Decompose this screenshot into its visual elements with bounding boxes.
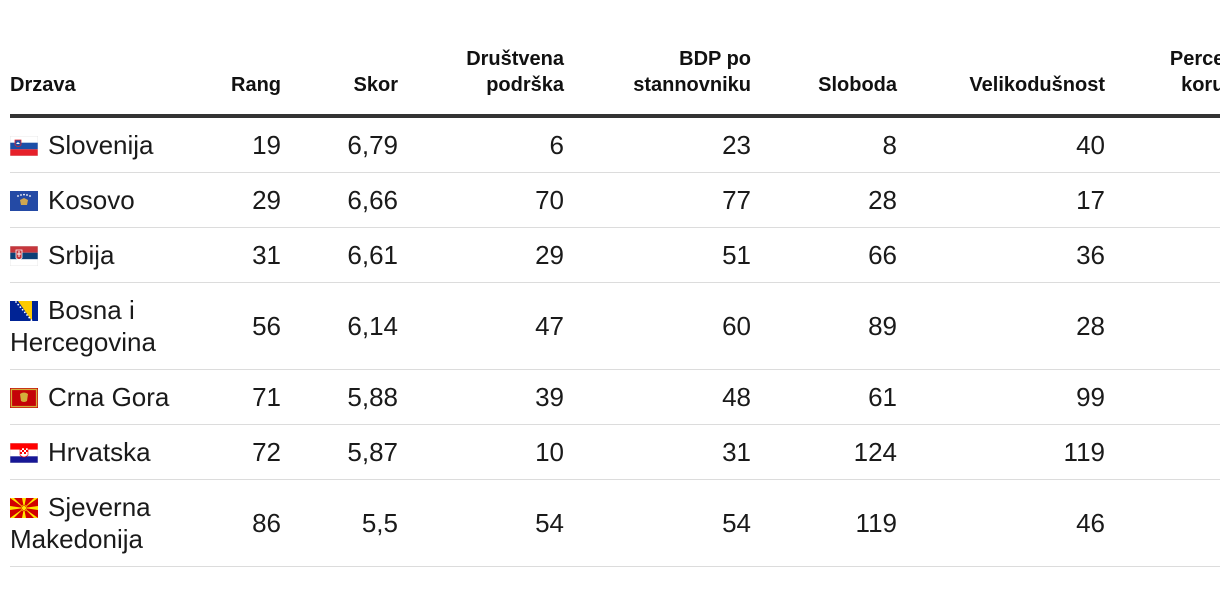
generosity-cell: 28 <box>1076 311 1105 341</box>
corruption-cell <box>1105 116 1220 173</box>
rank-cell: 72 <box>252 437 281 467</box>
freedom-cell: 28 <box>868 185 897 215</box>
croatia-flag-icon <box>10 443 38 463</box>
bosnia-flag-icon <box>10 301 38 321</box>
social-support-cell: 29 <box>535 240 564 270</box>
slovenia-flag-icon <box>10 136 38 156</box>
header-social-support[interactable]: Društvena podrška <box>466 48 564 96</box>
generosity-cell: 17 <box>1076 185 1105 215</box>
corruption-cell <box>1105 283 1220 370</box>
freedom-cell: 124 <box>853 437 897 467</box>
table-row: Kosovo 29 6,66 70 77 28 17 <box>10 173 1220 228</box>
social-support-cell: 70 <box>535 185 564 215</box>
social-support-cell: 54 <box>535 508 564 538</box>
corruption-cell <box>1105 173 1220 228</box>
table-row: Sjeverna Makedonija 86 5,5 54 54 119 46 <box>10 480 1220 567</box>
generosity-cell: 36 <box>1076 240 1105 270</box>
gdp-cell: 23 <box>722 130 751 160</box>
country-cell: Crna Gora <box>10 370 170 425</box>
generosity-cell: 40 <box>1076 130 1105 160</box>
country-cell: Kosovo <box>10 173 170 228</box>
country-name: Hrvatska <box>48 437 151 467</box>
freedom-cell: 89 <box>868 311 897 341</box>
gdp-cell: 77 <box>722 185 751 215</box>
score-cell: 5,5 <box>361 508 398 538</box>
table-row: Slovenija 19 6,79 6 23 8 40 <box>10 116 1220 173</box>
kosovo-flag-icon <box>10 191 38 211</box>
header-generosity[interactable]: Velikodušnost <box>969 74 1105 96</box>
gdp-cell: 54 <box>722 508 751 538</box>
generosity-cell: 46 <box>1076 508 1105 538</box>
social-support-cell: 6 <box>549 130 564 160</box>
country-name: Crna Gora <box>48 382 170 412</box>
freedom-cell: 66 <box>868 240 897 270</box>
score-cell: 5,87 <box>347 437 398 467</box>
generosity-cell: 119 <box>1063 437 1105 467</box>
gdp-cell: 48 <box>722 382 751 412</box>
rank-cell: 56 <box>252 311 281 341</box>
freedom-cell: 119 <box>855 508 897 538</box>
social-support-cell: 10 <box>535 437 564 467</box>
table-row: Crna Gora 71 5,88 39 48 61 99 <box>10 370 1220 425</box>
corruption-cell <box>1105 228 1220 283</box>
header-country[interactable]: Drzava <box>10 74 76 96</box>
generosity-cell: 99 <box>1076 382 1105 412</box>
rank-cell: 29 <box>252 185 281 215</box>
country-name: Sjeverna Makedonija <box>10 492 151 554</box>
country-name: Srbija <box>48 240 115 270</box>
country-name: Slovenija <box>48 130 154 160</box>
country-name: Kosovo <box>48 185 135 215</box>
corruption-cell <box>1105 370 1220 425</box>
country-cell: Slovenija <box>10 116 170 173</box>
header-freedom[interactable]: Sloboda <box>818 74 897 96</box>
rank-cell: 19 <box>252 130 281 160</box>
header-score[interactable]: Skor <box>353 74 398 96</box>
freedom-cell: 61 <box>868 382 897 412</box>
corruption-cell <box>1105 480 1220 567</box>
social-support-cell: 39 <box>535 382 564 412</box>
gdp-cell: 51 <box>722 240 751 270</box>
header-corruption[interactable]: Percepcija korupcije <box>1169 48 1220 96</box>
rank-cell: 86 <box>252 508 281 538</box>
freedom-cell: 8 <box>882 130 897 160</box>
gdp-cell: 31 <box>722 437 751 467</box>
social-support-cell: 47 <box>535 311 564 341</box>
rank-cell: 71 <box>252 382 281 412</box>
header-gdp[interactable]: BDP po stannovniku <box>633 48 751 96</box>
country-cell: Srbija <box>10 228 170 283</box>
score-cell: 6,61 <box>347 240 398 270</box>
table-row: Bosna i Hercegovina 56 6,14 47 60 89 28 <box>10 283 1220 370</box>
country-name: Bosna i Hercegovina <box>10 295 156 357</box>
gdp-cell: 60 <box>722 311 751 341</box>
rank-cell: 31 <box>252 240 281 270</box>
country-cell: Sjeverna Makedonija <box>10 480 170 567</box>
country-cell: Hrvatska <box>10 425 170 480</box>
corruption-cell <box>1105 425 1220 480</box>
north-macedonia-flag-icon <box>10 498 38 518</box>
montenegro-flag-icon <box>10 388 38 408</box>
score-cell: 5,88 <box>347 382 398 412</box>
table-header-row: Drzava Rang Skor Društvena podrška BDP p… <box>10 46 1220 116</box>
header-rank[interactable]: Rang <box>231 74 281 96</box>
country-cell: Bosna i Hercegovina <box>10 283 170 370</box>
ranking-table: Drzava Rang Skor Društvena podrška BDP p… <box>10 46 1220 567</box>
table-row: Hrvatska 72 5,87 10 31 124 119 <box>10 425 1220 480</box>
score-cell: 6,66 <box>347 185 398 215</box>
score-cell: 6,14 <box>347 311 398 341</box>
table-row: Srbija 31 6,61 29 51 66 36 <box>10 228 1220 283</box>
serbia-flag-icon <box>10 246 38 266</box>
score-cell: 6,79 <box>347 130 398 160</box>
